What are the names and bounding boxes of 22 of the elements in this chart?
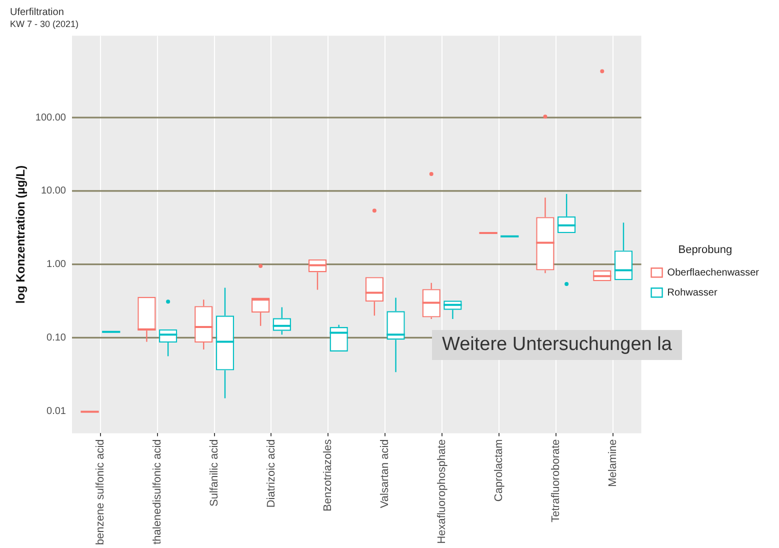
y-tick-label: 1.00 [46, 259, 66, 270]
x-tick-label: Caprolactam [492, 439, 505, 502]
legend-label: Rohwasser [667, 287, 718, 298]
y-tick-label: 10.00 [40, 186, 66, 197]
x-tick-label: Sulfanilic acid [208, 439, 220, 506]
y-axis-title: log Konzentration (µg/L) [14, 165, 28, 304]
y-tick-label: 0.10 [46, 332, 66, 344]
x-tick-label: benzene sulfonic acid [94, 439, 106, 545]
chart-subtitle: KW 7 - 30 (2021) [10, 18, 79, 29]
x-tick-label: Valsartan acid [379, 439, 392, 508]
x-tick-label: Diatrizoic acid [265, 439, 278, 508]
y-tick-label: 0.01 [46, 406, 66, 417]
annotation: Weitere Untersuchungen la [432, 330, 682, 360]
x-tick-label: Hexafluorophosphate [436, 439, 448, 544]
y-tick-label: 100.00 [35, 112, 66, 124]
x-tick-label: thalenedisulfonic acid [151, 439, 164, 544]
x-tick-label: Benzotriazoles [322, 438, 334, 512]
legend-label: Oberflaechenwasser [667, 267, 760, 278]
chart-title: Uferfiltration [10, 6, 64, 18]
x-tick-label: Tetrafluoroborate [550, 439, 562, 522]
legend-title: Beprobung [678, 244, 732, 256]
x-tick-label: Melamine [606, 439, 619, 487]
